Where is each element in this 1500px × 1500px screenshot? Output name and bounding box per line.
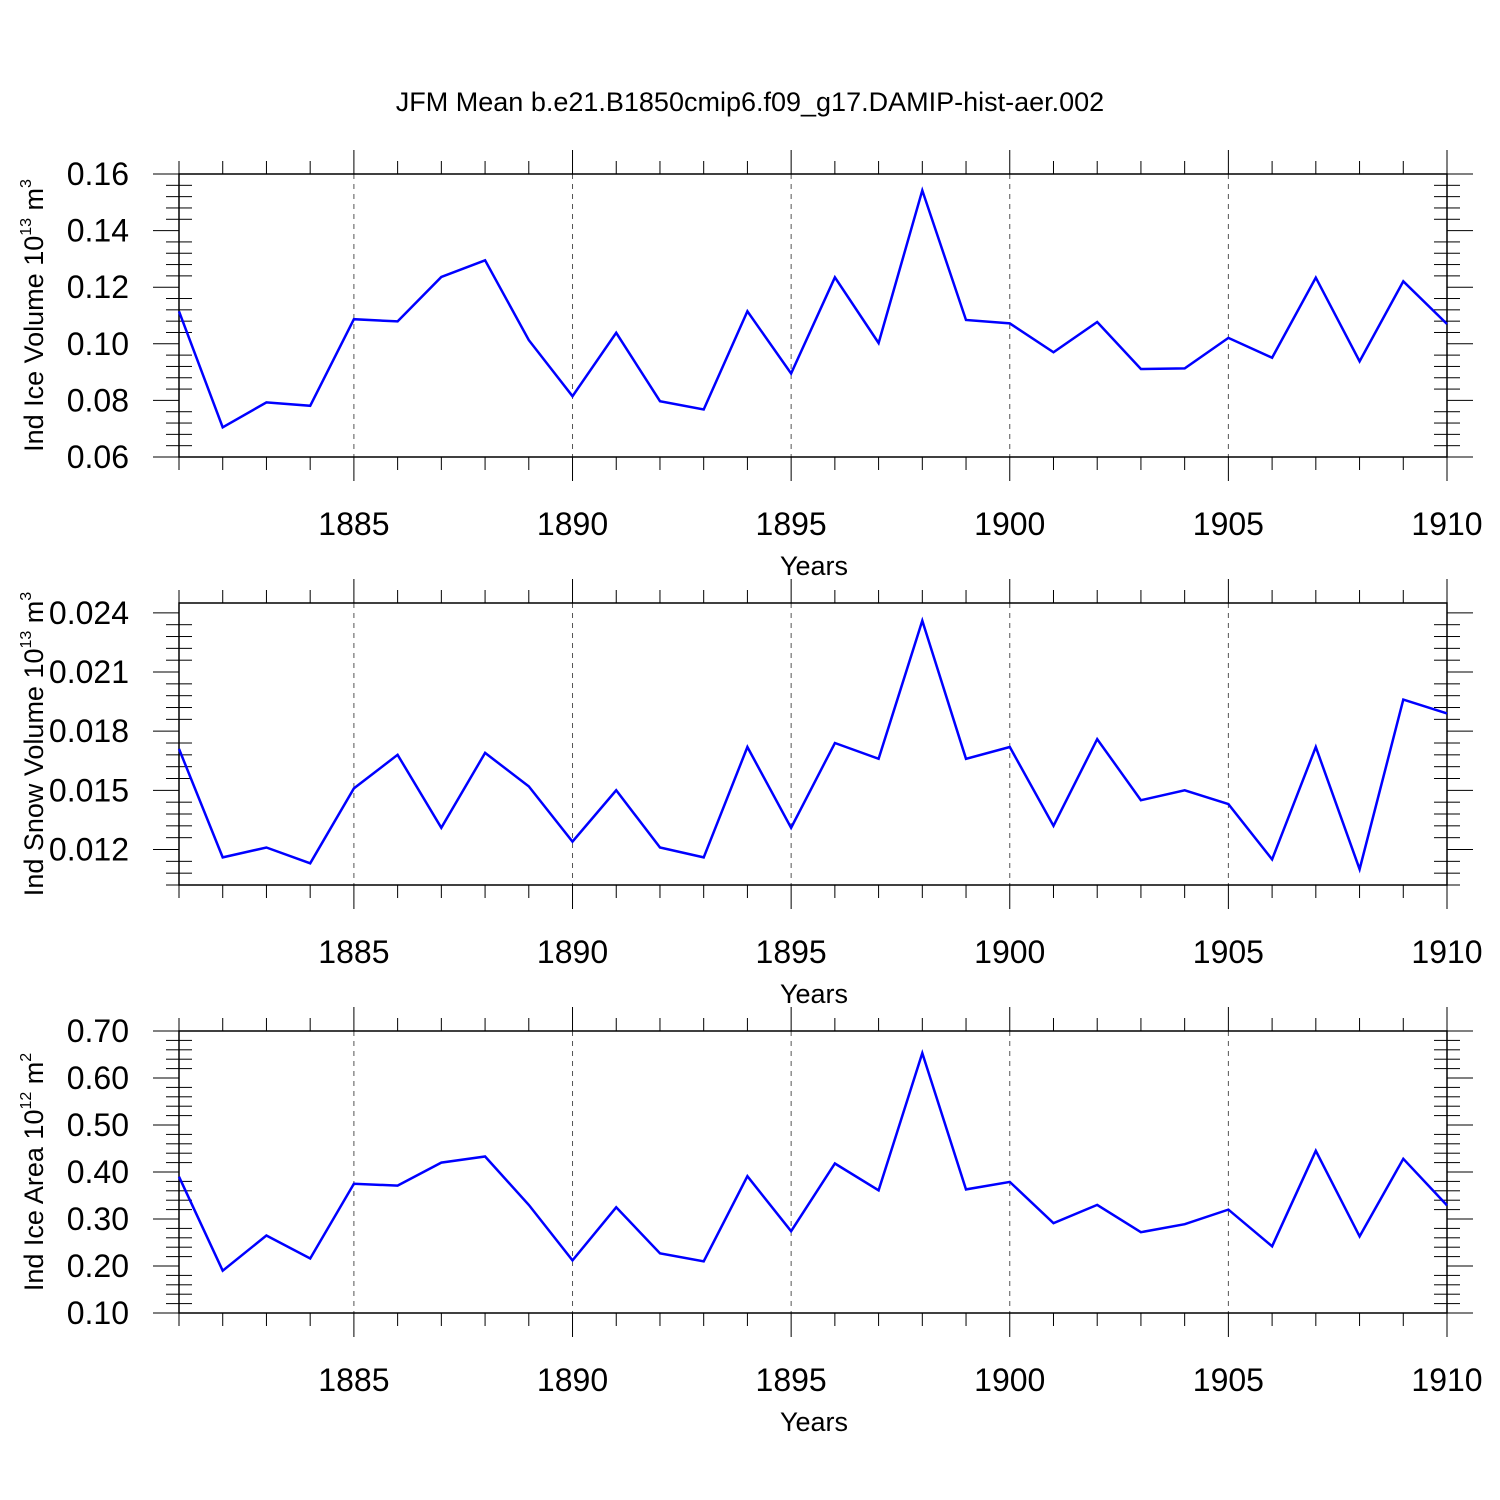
- ice-area-y-axis-label: Ind Ice Area 1012 m2: [18, 1053, 49, 1291]
- snow-volume-xtick-label: 1900: [974, 934, 1045, 970]
- ice-area-plot-frame: [178, 1030, 1448, 1314]
- ice-area-ytick-label: 0.30: [67, 1201, 129, 1237]
- snow-volume-ytick-label: 0.015: [49, 772, 129, 808]
- ice-area-ytick-label: 0.60: [67, 1060, 129, 1096]
- snow-volume-xtick-label: 1905: [1193, 934, 1264, 970]
- ice-volume-xtick-label: 1895: [756, 506, 827, 542]
- ice-area-xtick-label: 1910: [1411, 1362, 1482, 1398]
- ice-volume-y-axis-label: Ind Ice Volume 1013 m3: [18, 179, 49, 452]
- ice-volume-xtick-label: 1910: [1411, 506, 1482, 542]
- ice-volume-ytick-label: 0.10: [67, 326, 129, 362]
- panel-ice-volume: 1885 1890 1895 1900 1905 1910 0.06 0.08 0.10 0.12…: [18, 150, 1483, 581]
- ice-volume-xtick-label: 1890: [537, 506, 608, 542]
- ice-area-ytick-label: 0.40: [67, 1154, 129, 1190]
- ice-area-xtick-label: 1895: [756, 1362, 827, 1398]
- panel-ice-area: 1885 1890 1895 1900 1905 1910 0.10 0.20 0.30 0.40…: [18, 1007, 1483, 1437]
- ice-area-ytick-label: 0.20: [67, 1248, 129, 1284]
- ice-area-xtick-label: 1885: [318, 1362, 389, 1398]
- ice-area-ytick-label: 0.70: [67, 1013, 129, 1049]
- ice-area-ytick-label: 0.50: [67, 1107, 129, 1143]
- ice-area-ytick-label: 0.10: [67, 1295, 129, 1331]
- snow-volume-ytick-label: 0.024: [49, 595, 129, 631]
- snow-volume-xtick-label: 1885: [318, 934, 389, 970]
- ice-volume-ytick-label: 0.08: [67, 382, 129, 418]
- ice-volume-series-line: [177, 186, 1448, 430]
- ice-area-series-line: [177, 1048, 1448, 1273]
- ice-area-xtick-label: 1900: [974, 1362, 1045, 1398]
- snow-volume-xtick-label: 1895: [756, 934, 827, 970]
- snow-volume-x-axis-label: Years: [780, 979, 848, 1009]
- figure-title: JFM Mean b.e21.B1850cmip6.f09_g17.DAMIP-…: [396, 87, 1104, 117]
- ice-volume-ytick-label: 0.12: [67, 269, 129, 305]
- ice-area-x-axis-label: Years: [780, 1407, 848, 1437]
- snow-volume-ytick-label: 0.021: [49, 654, 129, 690]
- ice-volume-ytick-label: 0.16: [67, 156, 129, 192]
- ice-area-xtick-label: 1890: [537, 1362, 608, 1398]
- snow-volume-ytick-label: 0.012: [49, 832, 129, 868]
- snow-volume-y-axis-label: Ind Snow Volume 1013 m3: [18, 592, 49, 896]
- snow-volume-ytick-label: 0.018: [49, 713, 129, 749]
- ice-area-xtick-label: 1905: [1193, 1362, 1264, 1398]
- snow-volume-xtick-label: 1890: [537, 934, 608, 970]
- ice-volume-xtick-label: 1885: [318, 506, 389, 542]
- ice-volume-x-axis-label: Years: [780, 551, 848, 581]
- snow-volume-series-line: [177, 616, 1448, 874]
- snow-volume-plot-frame: [178, 602, 1448, 886]
- panel-snow-volume: 1885 1890 1895 1900 1905 1910 0.012 0.015 0.018 0…: [18, 579, 1483, 1009]
- ice-volume-xtick-label: 1900: [974, 506, 1045, 542]
- ice-volume-plot-frame: [178, 173, 1448, 458]
- ice-volume-ytick-label: 0.06: [67, 439, 129, 475]
- ice-volume-xtick-label: 1905: [1193, 506, 1264, 542]
- ice-volume-ytick-label: 0.14: [67, 213, 129, 249]
- snow-volume-xtick-label: 1910: [1411, 934, 1482, 970]
